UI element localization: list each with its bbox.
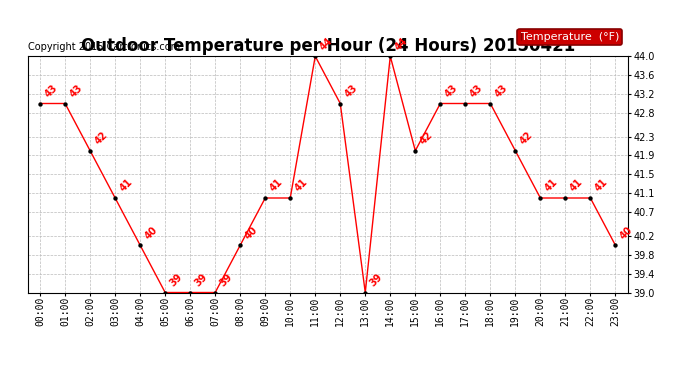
Title: Outdoor Temperature per Hour (24 Hours) 20150421: Outdoor Temperature per Hour (24 Hours) … (81, 37, 575, 55)
Text: 42: 42 (518, 130, 535, 147)
Text: 42: 42 (93, 130, 110, 147)
Text: 41: 41 (118, 177, 135, 194)
Text: 40: 40 (618, 225, 635, 241)
Point (159, 290, 170, 296)
Point (259, 195, 270, 201)
Point (285, 195, 296, 201)
Text: 41: 41 (293, 177, 310, 194)
Point (310, 53, 321, 59)
Text: 43: 43 (468, 83, 484, 99)
Text: 39: 39 (368, 272, 384, 288)
Text: 39: 39 (218, 272, 235, 288)
Text: 43: 43 (68, 83, 84, 99)
Text: 40: 40 (243, 225, 259, 241)
Point (485, 100, 496, 106)
Point (510, 148, 521, 154)
Text: 40: 40 (143, 225, 159, 241)
Text: 39: 39 (193, 272, 210, 288)
Point (85, 148, 96, 154)
Text: 43: 43 (443, 83, 460, 99)
Point (135, 242, 146, 248)
Text: Copyright 2015 Cartronics.com: Copyright 2015 Cartronics.com (28, 42, 179, 51)
Point (185, 290, 196, 296)
Point (410, 148, 421, 154)
Text: 42: 42 (418, 130, 435, 147)
Text: 41: 41 (593, 177, 610, 194)
Point (435, 100, 446, 106)
Point (560, 195, 571, 201)
Point (235, 242, 246, 248)
Text: 39: 39 (168, 272, 184, 288)
Point (359, 290, 371, 296)
Point (34, 100, 46, 106)
Legend: Temperature  (°F): Temperature (°F) (518, 29, 622, 45)
Text: 41: 41 (268, 177, 284, 194)
Text: 43: 43 (343, 83, 359, 99)
Point (610, 242, 621, 248)
Text: 43: 43 (493, 83, 510, 99)
Text: 41: 41 (568, 177, 584, 194)
Point (210, 290, 221, 296)
Point (385, 53, 396, 59)
Text: 44: 44 (318, 36, 335, 52)
Text: 41: 41 (543, 177, 560, 194)
Point (585, 195, 596, 201)
Text: 43: 43 (43, 83, 59, 99)
Point (59, 100, 70, 106)
Point (110, 195, 121, 201)
Text: 44: 44 (393, 36, 410, 52)
Point (460, 100, 471, 106)
Point (335, 100, 346, 106)
Point (535, 195, 546, 201)
